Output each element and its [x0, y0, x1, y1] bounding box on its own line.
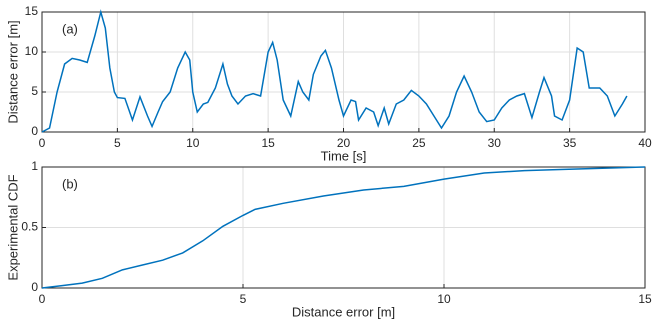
x-tick-label: 15: [261, 136, 275, 150]
y-tick-label: 0.5: [21, 220, 38, 234]
x-tick-label: 0: [39, 136, 46, 150]
x-tick-label: 5: [240, 292, 247, 306]
x-tick-label: 10: [186, 136, 200, 150]
annotation: (b): [62, 176, 78, 191]
axes-frame: [41, 11, 646, 133]
x-tick-label: 25: [412, 136, 426, 150]
y-tick-label: 1: [31, 159, 38, 173]
axes-frame: [41, 166, 646, 289]
x-tick-label: 20: [337, 136, 351, 150]
data-line: [41, 166, 646, 289]
y-tick-label: 0: [31, 124, 38, 138]
x-tick-label: 5: [114, 136, 121, 150]
y-tick-label: 0: [31, 280, 38, 294]
y-tick-label: 15: [25, 4, 39, 18]
y-tick-label: 10: [25, 44, 39, 58]
x-tick-label: 30: [488, 136, 502, 150]
annotation: (a): [62, 21, 78, 36]
x-tick-label: 40: [638, 136, 652, 150]
x-tick-label: 35: [563, 136, 577, 150]
x-tick-label: 0: [39, 292, 46, 306]
y-axis-label: Experimental CDF: [5, 174, 20, 280]
x-axis-label: Time [s]: [321, 148, 367, 163]
x-tick-label: 10: [437, 292, 451, 306]
y-axis-label: Distance error [m]: [5, 20, 20, 123]
y-tick-label: 5: [31, 84, 38, 98]
data-line: [41, 9, 628, 133]
x-tick-label: 15: [638, 292, 652, 306]
x-axis-label: Distance error [m]: [292, 304, 395, 319]
